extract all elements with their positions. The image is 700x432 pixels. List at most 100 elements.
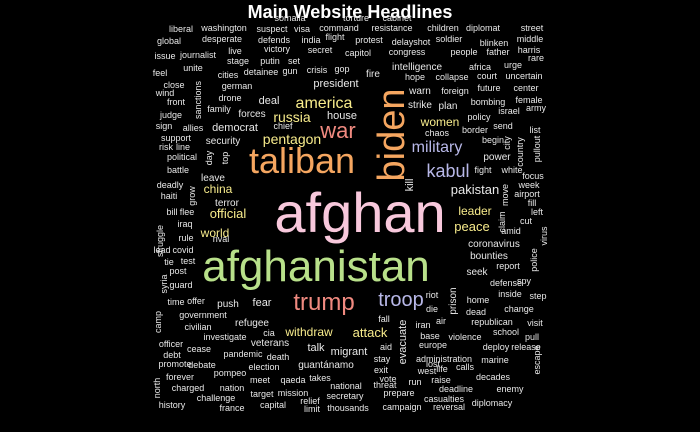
word-political: political <box>167 152 197 162</box>
word-official: official <box>210 206 247 221</box>
word-cia: cia <box>263 328 275 338</box>
word-base: base <box>420 331 440 341</box>
word-rule: rule <box>178 233 193 243</box>
word-aid: aid <box>380 342 392 352</box>
word-enemy: enemy <box>496 384 524 394</box>
word-top: top <box>220 152 230 165</box>
word-covid: covid <box>172 245 193 255</box>
word-refugee: refugee <box>235 318 269 329</box>
word-warn: warn <box>408 86 431 97</box>
word-deadly: deadly <box>157 180 184 190</box>
word-fear: fear <box>253 297 272 309</box>
word-judge: judge <box>159 110 182 120</box>
word-war: war <box>319 118 355 143</box>
word-escape: escape <box>532 345 542 374</box>
word-thousands: thousands <box>327 403 369 413</box>
word-journalist: journalist <box>179 50 217 60</box>
word-visit: visit <box>527 318 543 328</box>
word-unite: unite <box>183 63 203 73</box>
word-visa: visa <box>294 24 310 34</box>
word-violence: violence <box>448 332 481 342</box>
word-intelligence: intelligence <box>392 62 442 73</box>
word-command: command <box>319 23 359 33</box>
word-republican: republican <box>471 317 513 327</box>
word-threat: threat <box>373 380 397 390</box>
word-capital: capital <box>260 400 286 410</box>
word-focus: focus <box>522 171 544 181</box>
word-bill: bill <box>166 207 177 217</box>
word-israel: israel <box>498 106 520 116</box>
word-government: government <box>179 310 227 320</box>
word-promote: promote <box>158 359 191 369</box>
word-russia: russia <box>273 109 311 125</box>
word-meet: meet <box>250 375 271 385</box>
word-air: air <box>436 316 446 326</box>
word-west: west <box>417 366 437 376</box>
word-close: close <box>163 80 184 90</box>
word-policy: policy <box>467 112 491 122</box>
word-father: father <box>486 47 509 57</box>
word-liberal: liberal <box>169 24 193 34</box>
word-coronavirus: coronavirus <box>468 239 520 250</box>
word-begin: begin <box>482 135 504 145</box>
word-administration: administration <box>416 354 472 364</box>
word-migrant: migrant <box>331 346 368 358</box>
word-limit: limit <box>304 404 320 414</box>
word-middle: middle <box>517 34 544 44</box>
word-diplomacy: diplomacy <box>472 398 513 408</box>
word-global: global <box>157 36 181 46</box>
word-north: north <box>152 378 162 399</box>
word-military: military <box>412 139 463 156</box>
word-exit: exit <box>374 365 389 375</box>
word-pentagon: pentagon <box>263 131 321 147</box>
word-cabinet: cabinet <box>382 13 412 23</box>
word-lost: lost <box>426 359 441 369</box>
word-release: release <box>511 342 541 352</box>
word-family: family <box>207 104 231 114</box>
word-death: death <box>267 352 290 362</box>
chart-title: Main Website Headlines <box>247 2 453 22</box>
word-fire: fire <box>366 69 380 80</box>
word-line: line <box>176 142 190 152</box>
word-prepare: prepare <box>383 388 414 398</box>
word-run: run <box>408 377 421 387</box>
word-prison: prison <box>448 287 459 314</box>
word-center: center <box>513 83 538 93</box>
word-test: test <box>181 256 196 266</box>
word-terror: terror <box>215 198 240 209</box>
word-day: day <box>204 150 214 165</box>
word-push: push <box>217 299 239 310</box>
word-seek: seek <box>466 267 488 278</box>
word-women: women <box>420 115 460 129</box>
word-leave: leave <box>201 173 225 184</box>
word-hope: hope <box>405 72 425 82</box>
word-inside: inside <box>498 289 522 299</box>
word-die: die <box>426 304 438 314</box>
word-left: left <box>531 207 544 217</box>
word-feel: feel <box>153 68 168 78</box>
word-soldier: soldier <box>436 34 463 44</box>
word-defense: defense <box>490 278 522 288</box>
word-chaos: chaos <box>425 128 450 138</box>
word-flight: flight <box>325 32 345 42</box>
word-country: country <box>515 137 525 167</box>
word-riot: riot <box>426 290 439 300</box>
word-strike: strike <box>408 100 432 111</box>
word-wind: wind <box>155 88 175 98</box>
word-afghanistan: afghanistan <box>202 242 430 291</box>
word-battle: battle <box>167 165 189 175</box>
word-life: life <box>436 364 448 374</box>
word-sanctions: sanctions <box>193 80 203 119</box>
word-national: national <box>330 381 362 391</box>
word-capitol: capitol <box>345 48 371 58</box>
word-resistance: resistance <box>371 23 412 33</box>
word-people: people <box>450 47 477 57</box>
word-taliban: taliban <box>249 140 355 181</box>
word-trump: trump <box>293 289 354 316</box>
word-guard: guard <box>169 280 192 290</box>
word-lead: lead <box>153 245 170 255</box>
word-children: children <box>427 23 459 33</box>
word-fill: fill <box>528 198 537 208</box>
word-front: front <box>167 97 186 107</box>
word-deploy: deploy <box>483 342 510 352</box>
